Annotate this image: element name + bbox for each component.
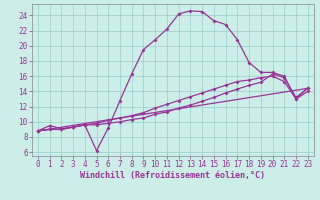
X-axis label: Windchill (Refroidissement éolien,°C): Windchill (Refroidissement éolien,°C) [80, 171, 265, 180]
